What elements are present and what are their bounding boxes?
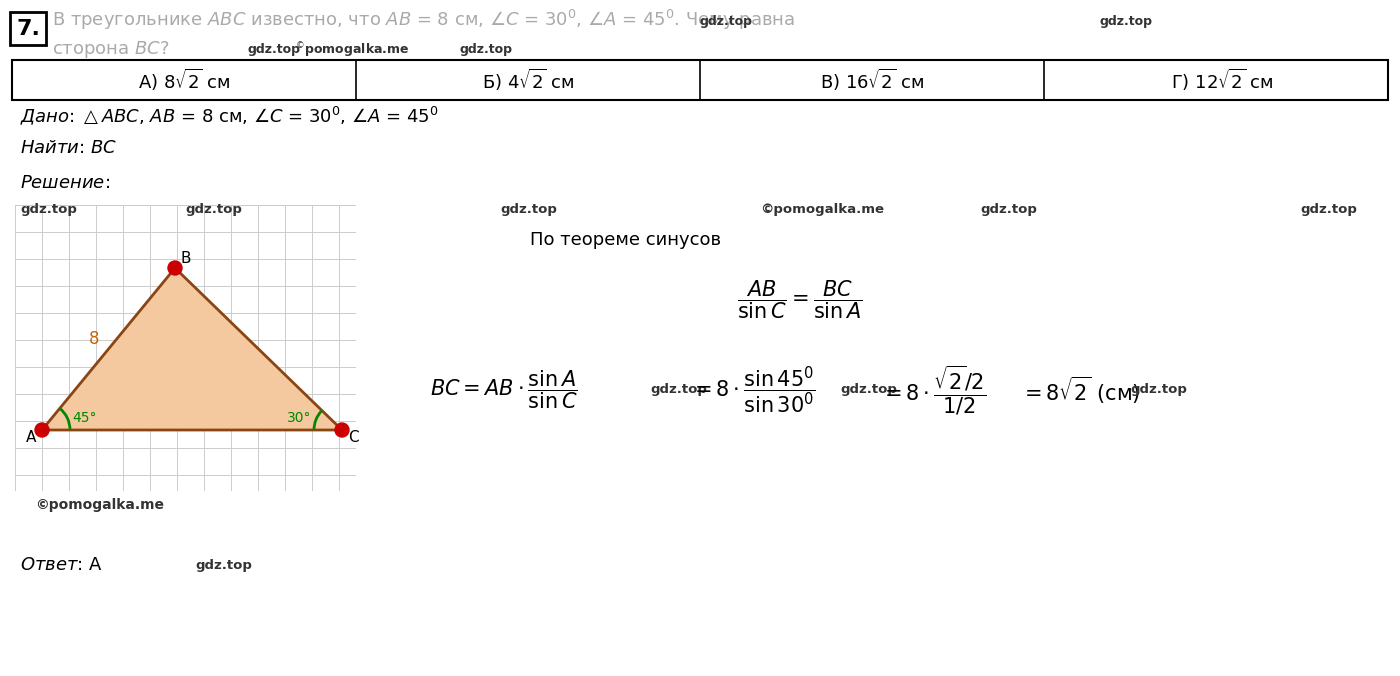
Text: А) $8\sqrt{2}$ см: А) $8\sqrt{2}$ см — [137, 67, 230, 93]
Text: 7.: 7. — [15, 19, 41, 39]
Text: В треугольнике $\it{ABC}$ известно, что $\it{AB}$ = 8 см, $\angle\it{C}$ = 30$^0: В треугольнике $\it{ABC}$ известно, что … — [52, 8, 795, 32]
Bar — [13, 60, 1387, 100]
Text: $\it{Найти}$: $\it{BC}$: $\it{Найти}$: $\it{BC}$ — [20, 139, 118, 157]
Text: 30°: 30° — [287, 411, 311, 425]
Text: gdz.top: gdz.top — [195, 558, 252, 571]
Text: gdz.top: gdz.top — [500, 203, 557, 216]
Text: gdz.top: gdz.top — [980, 203, 1037, 216]
Text: gdz.top: gdz.top — [185, 203, 242, 216]
Text: В) $16\sqrt{2}$ см: В) $16\sqrt{2}$ см — [820, 67, 924, 93]
Text: 45°: 45° — [71, 411, 97, 425]
Text: gdz.top: gdz.top — [248, 43, 301, 57]
Text: gdz.top: gdz.top — [461, 43, 512, 57]
Text: A: A — [27, 430, 36, 445]
Polygon shape — [42, 268, 342, 430]
Text: gdz.top: gdz.top — [20, 203, 77, 216]
Text: сторона $\it{BC}$?: сторона $\it{BC}$? — [52, 39, 169, 60]
Text: Г) $12\sqrt{2}$ см: Г) $12\sqrt{2}$ см — [1170, 67, 1273, 93]
Text: По теореме синусов: По теореме синусов — [531, 231, 721, 249]
Bar — [10, 12, 46, 45]
Circle shape — [335, 423, 349, 437]
Text: C: C — [349, 430, 358, 445]
Text: gdz.top: gdz.top — [1301, 203, 1357, 216]
Circle shape — [35, 423, 49, 437]
Text: $= 8\sqrt{2}$ (см): $= 8\sqrt{2}$ (см) — [1021, 375, 1140, 406]
Text: ©pomogalka.me: ©pomogalka.me — [760, 203, 883, 216]
Text: gdz.top: gdz.top — [1130, 383, 1187, 397]
Text: Б) $4\sqrt{2}$ см: Б) $4\sqrt{2}$ см — [482, 67, 574, 93]
Circle shape — [168, 261, 182, 275]
Text: gdz.top: gdz.top — [650, 383, 707, 397]
Text: $\it{Решение}$:: $\it{Решение}$: — [20, 174, 111, 192]
Text: gdz.top: gdz.top — [840, 383, 897, 397]
Text: 8: 8 — [88, 330, 99, 348]
Text: $\dfrac{\it{AB}}{\sin C} = \dfrac{\it{BC}}{\sin A}$: $\dfrac{\it{AB}}{\sin C} = \dfrac{\it{BC… — [738, 279, 862, 321]
Text: gdz.top: gdz.top — [1100, 16, 1154, 28]
Text: $\it{Ответ}$: А: $\it{Ответ}$: А — [20, 556, 102, 574]
Text: $^\copyright$pomogalka.me: $^\copyright$pomogalka.me — [295, 41, 409, 59]
Text: $= 8 \cdot \dfrac{\sin 45^0}{\sin 30^0}$: $= 8 \cdot \dfrac{\sin 45^0}{\sin 30^0}$ — [690, 364, 816, 416]
Text: $\it{BC} = \it{AB} \cdot \dfrac{\sin A}{\sin C}$: $\it{BC} = \it{AB} \cdot \dfrac{\sin A}{… — [430, 368, 578, 411]
Text: $\it{Дано}$: $\triangle\it{ABC}$, $\it{AB}$ = 8 см, $\angle\it{C}$ = 30$^0$, $\a: $\it{Дано}$: $\triangle\it{ABC}$, $\it{A… — [20, 105, 438, 127]
Text: gdz.top: gdz.top — [700, 16, 753, 28]
Text: $= 8 \cdot \dfrac{\sqrt{2}/2}{1/2}$: $= 8 \cdot \dfrac{\sqrt{2}/2}{1/2}$ — [881, 363, 986, 417]
Text: ©pomogalka.me: ©pomogalka.me — [35, 498, 164, 512]
Text: B: B — [181, 251, 190, 266]
